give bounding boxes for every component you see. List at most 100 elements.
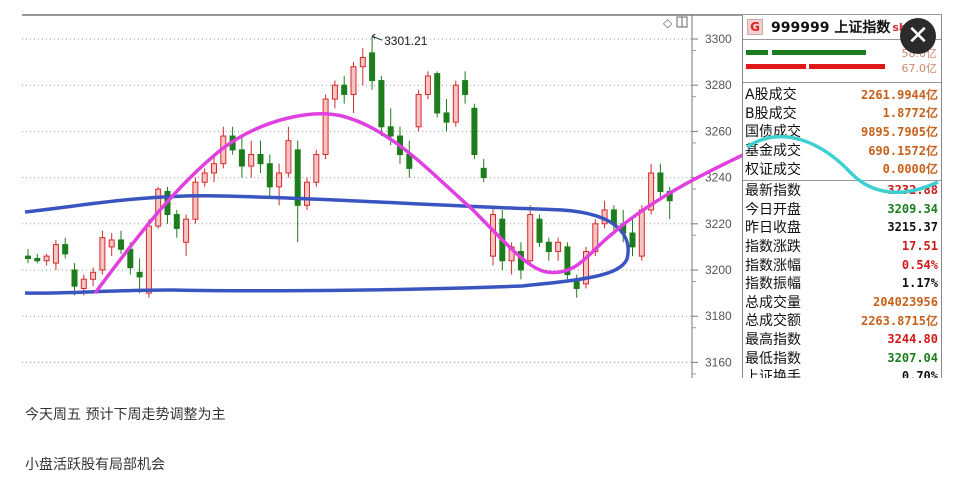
- quote-value: 2263.8715亿: [860, 313, 938, 328]
- candle: [555, 237, 562, 261]
- candle: [248, 140, 255, 178]
- candle-body: [657, 172, 664, 192]
- candle-body: [43, 255, 50, 262]
- candle-body: [313, 154, 320, 183]
- candle: [341, 75, 348, 104]
- candle: [192, 177, 199, 224]
- market-badge: G: [747, 19, 763, 35]
- close-button[interactable]: ✕: [900, 18, 936, 54]
- quote-value: 3207.04: [887, 350, 938, 365]
- candle-body: [480, 167, 487, 179]
- sell-value: 67.0亿: [901, 62, 938, 75]
- quote-label: 权证成交: [745, 161, 801, 178]
- candle: [350, 62, 357, 113]
- candle: [211, 154, 217, 183]
- quote-label: 最新指数: [745, 183, 801, 200]
- quote-panel: G 999999 上证指数 sh 58.0亿 67.0亿 A股成交2261.99…: [742, 14, 942, 378]
- quote-row: 基金成交 690.1572亿: [743, 141, 941, 160]
- post-line-2: 小盘活跃股有局部机会: [25, 457, 165, 473]
- candle: [480, 159, 487, 183]
- candle-body: [99, 237, 106, 271]
- quote-label: 总成交额: [745, 313, 801, 330]
- candle: [257, 140, 264, 173]
- candle: [173, 209, 180, 238]
- candle: [25, 249, 31, 264]
- candle: [452, 80, 459, 127]
- candle: [629, 219, 636, 257]
- candle-body: [108, 239, 115, 248]
- candle: [424, 71, 431, 100]
- quote-value: 3244.80: [887, 332, 938, 347]
- diamond-icon[interactable]: ◇: [663, 16, 673, 30]
- post-line-1: 今天周五 预计下周走势调整为主: [25, 407, 226, 423]
- quote-value: 204023956: [872, 294, 938, 309]
- candle: [415, 89, 422, 132]
- candle-body: [629, 232, 636, 248]
- quote-value: 1.8772亿: [882, 106, 938, 121]
- candle: [331, 80, 338, 109]
- candle-body: [192, 181, 199, 220]
- candle-body: [173, 214, 180, 229]
- candle-body: [285, 140, 292, 174]
- quote-row: 昨日收盘 3215.37: [743, 218, 941, 237]
- quote-row: 国债成交 9895.7905亿: [743, 122, 941, 141]
- candle: [183, 214, 190, 257]
- quote-value: 0.70%: [901, 369, 938, 378]
- y-tick-label: 3160: [705, 355, 732, 369]
- candle-body: [322, 98, 329, 155]
- stock-chart-image: 3300 3280 3260 3240 3220 3200 3180 3160 3301.21…: [22, 14, 942, 378]
- candle-body: [452, 84, 459, 123]
- quote-label: 上证换手: [745, 369, 801, 378]
- candle: [266, 154, 273, 197]
- quote-value: 0.0000亿: [882, 162, 938, 177]
- candle-body: [424, 75, 431, 95]
- candle: [378, 75, 385, 137]
- y-tick-label: 3240: [705, 171, 732, 185]
- peak-annotation: 3301.21: [384, 34, 428, 48]
- candle: [536, 214, 543, 247]
- candle: [52, 239, 59, 270]
- candle-body: [238, 149, 245, 167]
- candle: [471, 103, 478, 160]
- hand-drawn-magenta-curve: [93, 112, 742, 295]
- candle: [118, 230, 124, 254]
- candle: [201, 168, 208, 187]
- candle: [145, 219, 152, 298]
- candle: [136, 258, 143, 294]
- candle-body: [443, 112, 450, 123]
- candle: [285, 126, 292, 178]
- quote-row: 指数涨幅 0.54%: [743, 255, 941, 274]
- quote-row: 最高指数 3244.80: [743, 330, 941, 349]
- candle-body: [555, 241, 562, 253]
- candle-body: [257, 154, 264, 165]
- candle: [490, 205, 496, 266]
- candle-body: [276, 172, 283, 188]
- quote-value: 2261.9944亿: [860, 87, 938, 102]
- candle: [601, 200, 608, 229]
- candle-body: [648, 172, 655, 211]
- candle-body: [527, 214, 534, 262]
- quote-label: 最低指数: [745, 350, 801, 367]
- candle-body: [583, 251, 589, 285]
- peak-arrow: [371, 33, 383, 41]
- candle: [43, 253, 50, 266]
- candle-body: [434, 73, 441, 114]
- candle-body: [471, 107, 478, 156]
- candle-body: [52, 244, 59, 264]
- candle: [322, 94, 329, 160]
- quote-label: 总成交量: [745, 294, 801, 311]
- quote-label: B股成交: [745, 105, 797, 122]
- y-tick-label: 3180: [705, 309, 732, 323]
- y-tick-label: 3300: [705, 32, 732, 46]
- quote-row: 权证成交 0.0000亿: [743, 159, 941, 178]
- candle-body: [127, 248, 134, 269]
- candle-body: [201, 172, 208, 183]
- candle: [657, 163, 664, 201]
- candle-body: [369, 52, 376, 82]
- quote-label: 指数振幅: [745, 276, 801, 293]
- sell-bar-2: [809, 64, 885, 69]
- candle-body: [71, 269, 78, 287]
- candle: [359, 48, 366, 86]
- quote-row: B股成交 1.8772亿: [743, 104, 941, 123]
- quote-row: 最新指数 3232.88: [743, 181, 941, 200]
